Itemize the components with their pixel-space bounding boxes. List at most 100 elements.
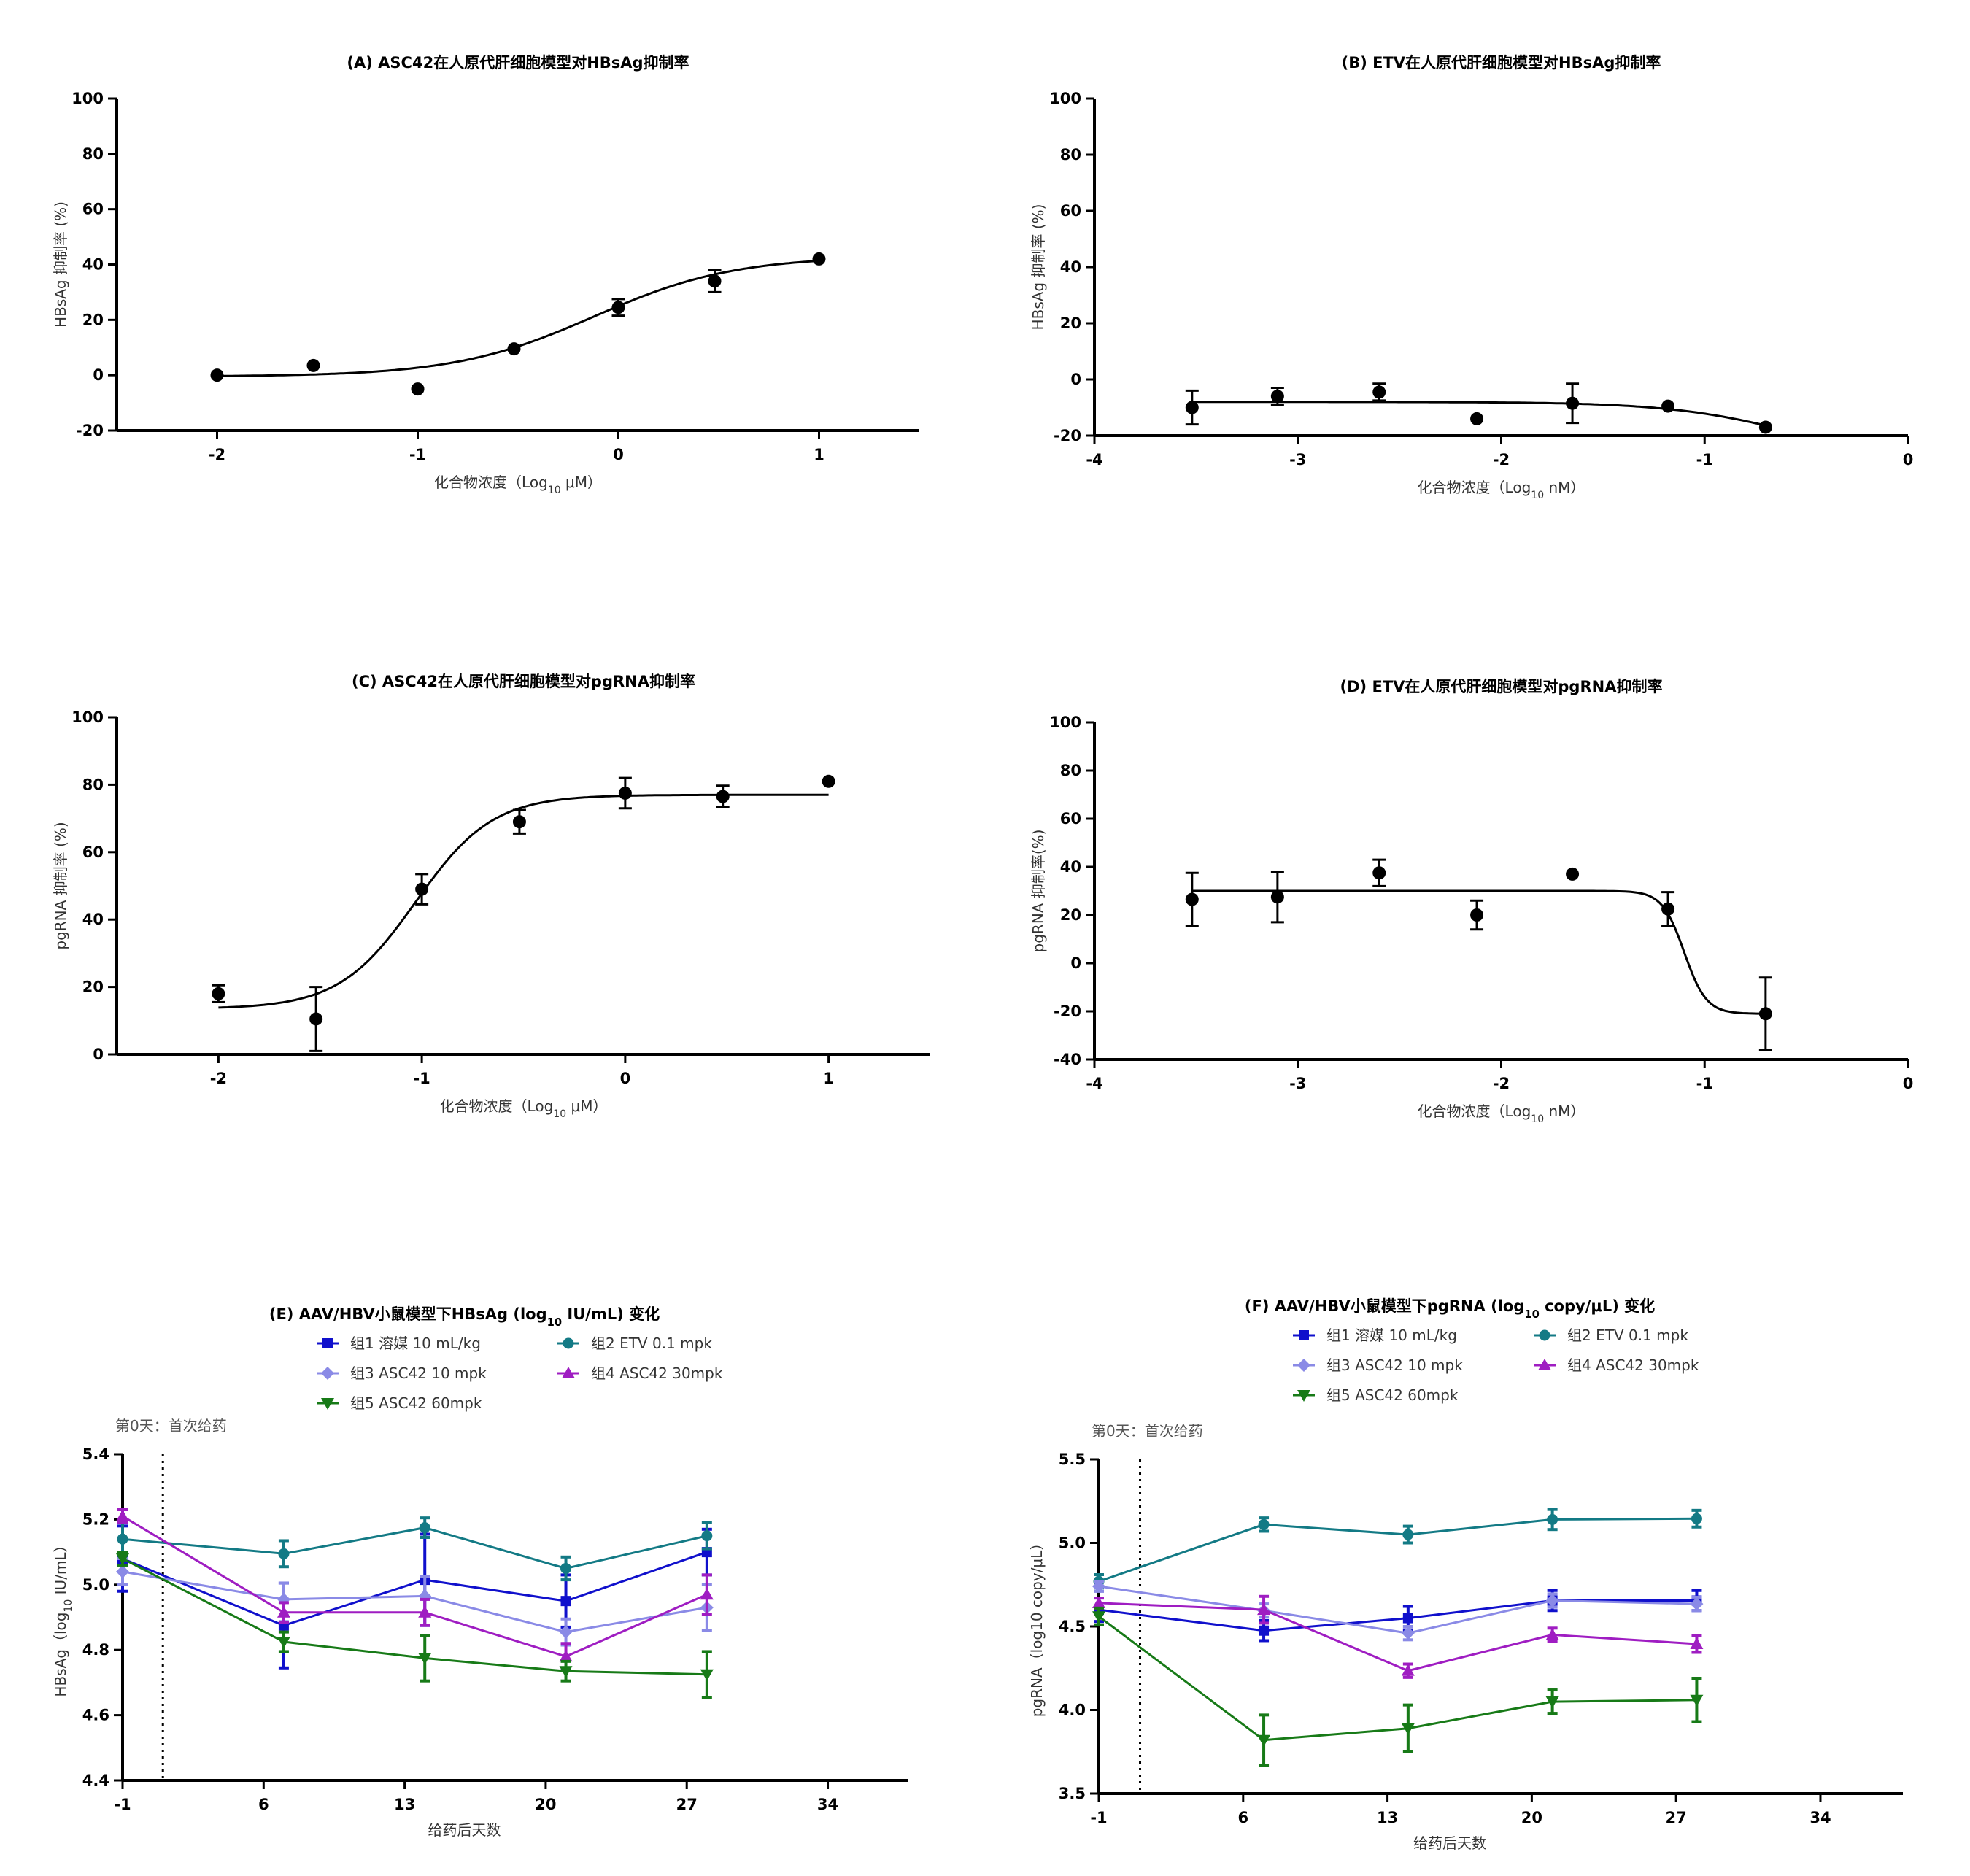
panel-f-data-point (1092, 1611, 1105, 1624)
panel-e-y-tick-label: 5.2 (82, 1510, 109, 1528)
panel-a-data-point (507, 342, 521, 356)
panel-e-x-tick-label: -1 (114, 1796, 131, 1813)
panel-d-y-tick-label: 80 (1060, 762, 1081, 779)
panel-f-legend-marker (1299, 1330, 1309, 1340)
panel-f-data-point (1545, 1696, 1559, 1709)
panel-e-y-tick-label: 5.0 (82, 1576, 109, 1594)
panel-e-dose-annotation: 第0天：首次给药 (115, 1417, 227, 1435)
panel-f-series-line (1098, 1602, 1697, 1672)
panel-e-data-point (418, 1653, 432, 1665)
panel-c-y-tick-label: 20 (82, 978, 104, 996)
panel-c-x-tick-label: -1 (413, 1070, 430, 1087)
panel-c-data-point (512, 815, 526, 829)
panel-f-y-tick-label: 3.5 (1059, 1785, 1086, 1802)
panel-c-data-point (618, 786, 632, 800)
panel-b-x-tick-label: -3 (1289, 451, 1306, 468)
panel-e-x-tick-label: 13 (394, 1796, 415, 1813)
panel-e-legend-label: 组2 ETV 0.1 mpk (591, 1335, 712, 1352)
panel-a-data-point (611, 301, 625, 314)
panel-d-y-tick-label: -20 (1054, 1003, 1081, 1020)
panel-c-x-tick-label: 1 (823, 1070, 834, 1087)
panel-b-data-point (1661, 399, 1675, 413)
panel-e-y-tick-label: 5.4 (82, 1445, 109, 1463)
panel-e-data-point (116, 1553, 129, 1566)
panel-f-y-label: pgRNA（log10 copy/μL） (1028, 1536, 1046, 1718)
panel-c-data-point (212, 987, 225, 1000)
panel-c-data-point (309, 1012, 323, 1026)
panel-a-y-tick-label: 40 (82, 256, 104, 274)
panel-f-title: (F) AAV/HBV小鼠模型下pgRNA (log10 copy/μL) 变化 (1245, 1297, 1655, 1321)
panel-f-data-point (1401, 1626, 1415, 1640)
panel-f-y-tick-label: 5.0 (1059, 1535, 1086, 1552)
panel-d-y-tick-label: 60 (1060, 810, 1081, 827)
panel-e-data-point (277, 1605, 290, 1618)
panel-d-y-tick-label: 20 (1060, 906, 1081, 924)
panel-f-data-point (1545, 1628, 1559, 1640)
panel-e-data-point (701, 1530, 713, 1542)
panel-e-series-line (122, 1526, 708, 1570)
panel-f-x-tick-label: 34 (1809, 1809, 1831, 1826)
panel-f-dose-annotation: 第0天：首次给药 (1092, 1422, 1203, 1440)
panel-f-x-tick-label: 27 (1666, 1809, 1687, 1826)
panel-e-data-point (559, 1625, 573, 1639)
panel-f-data-point (1257, 1603, 1271, 1616)
panel-d-y-tick-label: 40 (1060, 858, 1081, 876)
panel-c-data-point (822, 774, 835, 788)
panel-e-legend-marker (321, 1367, 334, 1380)
panel-e-x-tick-label: 6 (258, 1796, 269, 1813)
panel-f-data-point (1690, 1637, 1704, 1650)
panel-e-data-point (559, 1666, 573, 1678)
panel-f-x-label: 给药后天数 (1413, 1834, 1486, 1852)
panel-d-data-point (1661, 902, 1675, 916)
panel-c-title: (C) ASC42在人原代肝细胞模型对pgRNA抑制率 (352, 673, 695, 690)
panel-e-legend-label: 组5 ASC42 60mpk (350, 1394, 482, 1412)
panel-f-legend-marker (1539, 1329, 1550, 1341)
panel-a-x-tick-label: -2 (209, 446, 225, 463)
panel-c-x-label: 化合物浓度（Log10 μM） (440, 1097, 608, 1120)
panel-e-data-point (116, 1564, 129, 1578)
panel-a-x-label: 化合物浓度（Log10 μM） (434, 474, 602, 496)
panel-b-y-tick-label: -20 (1054, 427, 1081, 444)
panel-e-x-tick-label: 20 (535, 1796, 556, 1813)
panel-f-series-line (1098, 1599, 1697, 1632)
panel-a-data-point (210, 368, 224, 382)
panel-e-legend-label: 组1 溶媒 10 mL/kg (350, 1335, 481, 1352)
panel-e-legend-marker (563, 1337, 574, 1349)
panel-e-data-point (116, 1509, 129, 1521)
panel-e-data-point (419, 1522, 430, 1534)
panel-a-x-tick-label: -1 (409, 446, 426, 463)
panel-f-legend-marker (1538, 1359, 1551, 1370)
panel-b-data-point (1758, 420, 1772, 434)
panel-a-y-tick-label: 20 (82, 311, 104, 328)
panel-d-x-label: 化合物浓度（Log10 nM） (1418, 1103, 1585, 1125)
panel-e-y-label: HBsAg（log10 IU/mL） (52, 1537, 74, 1696)
panel-a-fit-curve (217, 259, 819, 377)
panel-c-y-tick-label: 40 (82, 911, 104, 928)
panel-f-legend-label: 组2 ETV 0.1 mpk (1567, 1327, 1688, 1344)
panel-e-x-label: 给药后天数 (428, 1821, 501, 1839)
panel-f-y-tick-label: 4.5 (1059, 1618, 1086, 1635)
panel-b-y-tick-label: 80 (1060, 146, 1081, 163)
panel-f-data-point (1092, 1596, 1105, 1608)
panel-a-x-tick-label: 0 (613, 446, 624, 463)
panel-d-y-tick-label: -40 (1054, 1051, 1081, 1068)
panel-b-x-label: 化合物浓度（Log10 nM） (1418, 479, 1585, 501)
panel-a-data-point (306, 358, 320, 372)
panel-d-data-point (1185, 892, 1199, 906)
panel-a-y-tick-label: 60 (82, 201, 104, 218)
panel-d-data-point (1566, 867, 1580, 881)
panel-c-y-tick-label: 80 (82, 776, 104, 793)
panel-d-data-point (1270, 890, 1284, 904)
panel-d-x-tick-label: 0 (1903, 1075, 1914, 1092)
panel-a-y-tick-label: 0 (93, 366, 104, 384)
panel-c-data-point (415, 882, 429, 896)
panel-f-data-point (1547, 1513, 1558, 1525)
panel-a-y-tick-label: -20 (76, 422, 104, 439)
panel-a-y-tick-label: 80 (82, 145, 104, 163)
panel-b-data-point (1270, 390, 1284, 404)
panel-b-y-tick-label: 20 (1060, 314, 1081, 332)
panel-e-data-point (560, 1562, 572, 1574)
